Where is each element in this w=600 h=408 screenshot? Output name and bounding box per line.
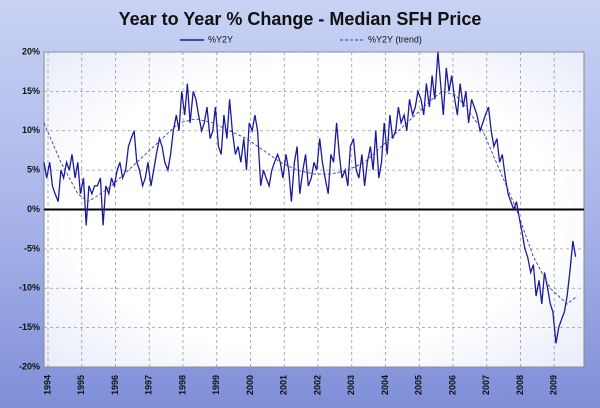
legend-label: %Y2Y	[208, 34, 233, 44]
y-tick-label: 10%	[22, 125, 40, 135]
x-tick-label: 1999	[211, 375, 221, 395]
x-tick-label: 2009	[549, 375, 559, 395]
x-tick-label: 1998	[177, 375, 187, 395]
x-tick-label: 2004	[380, 375, 390, 395]
x-tick-label: 1994	[42, 375, 52, 395]
y-tick-label: 5%	[27, 165, 40, 175]
y-tick-label: 20%	[22, 46, 40, 56]
x-tick-label: 1995	[76, 375, 86, 395]
data-line	[43, 51, 577, 344]
x-tick-label: 2003	[346, 375, 356, 395]
y-tick-label: 15%	[22, 86, 40, 96]
x-tick-label: 2001	[279, 375, 289, 395]
x-tick-label: 2000	[245, 375, 255, 395]
x-tick-label: 1997	[144, 375, 154, 395]
y-tick-label: -20%	[19, 361, 40, 371]
data-line	[43, 90, 578, 305]
x-tick-label: 2007	[481, 375, 491, 395]
x-tick-label: 1996	[110, 375, 120, 395]
y-tick-label: 0%	[27, 204, 40, 214]
y-tick-label: -5%	[24, 243, 40, 253]
x-tick-label: 2002	[312, 375, 322, 395]
y-tick-label: -10%	[19, 283, 40, 293]
chart-title: Year to Year % Change - Median SFH Price	[119, 9, 482, 29]
y-tick-label: -15%	[19, 322, 40, 332]
x-tick-label: 2005	[414, 375, 424, 395]
x-tick-label: 2006	[447, 375, 457, 395]
x-tick-label: 2008	[515, 375, 525, 395]
legend-label: %Y2Y (trend)	[368, 34, 422, 44]
